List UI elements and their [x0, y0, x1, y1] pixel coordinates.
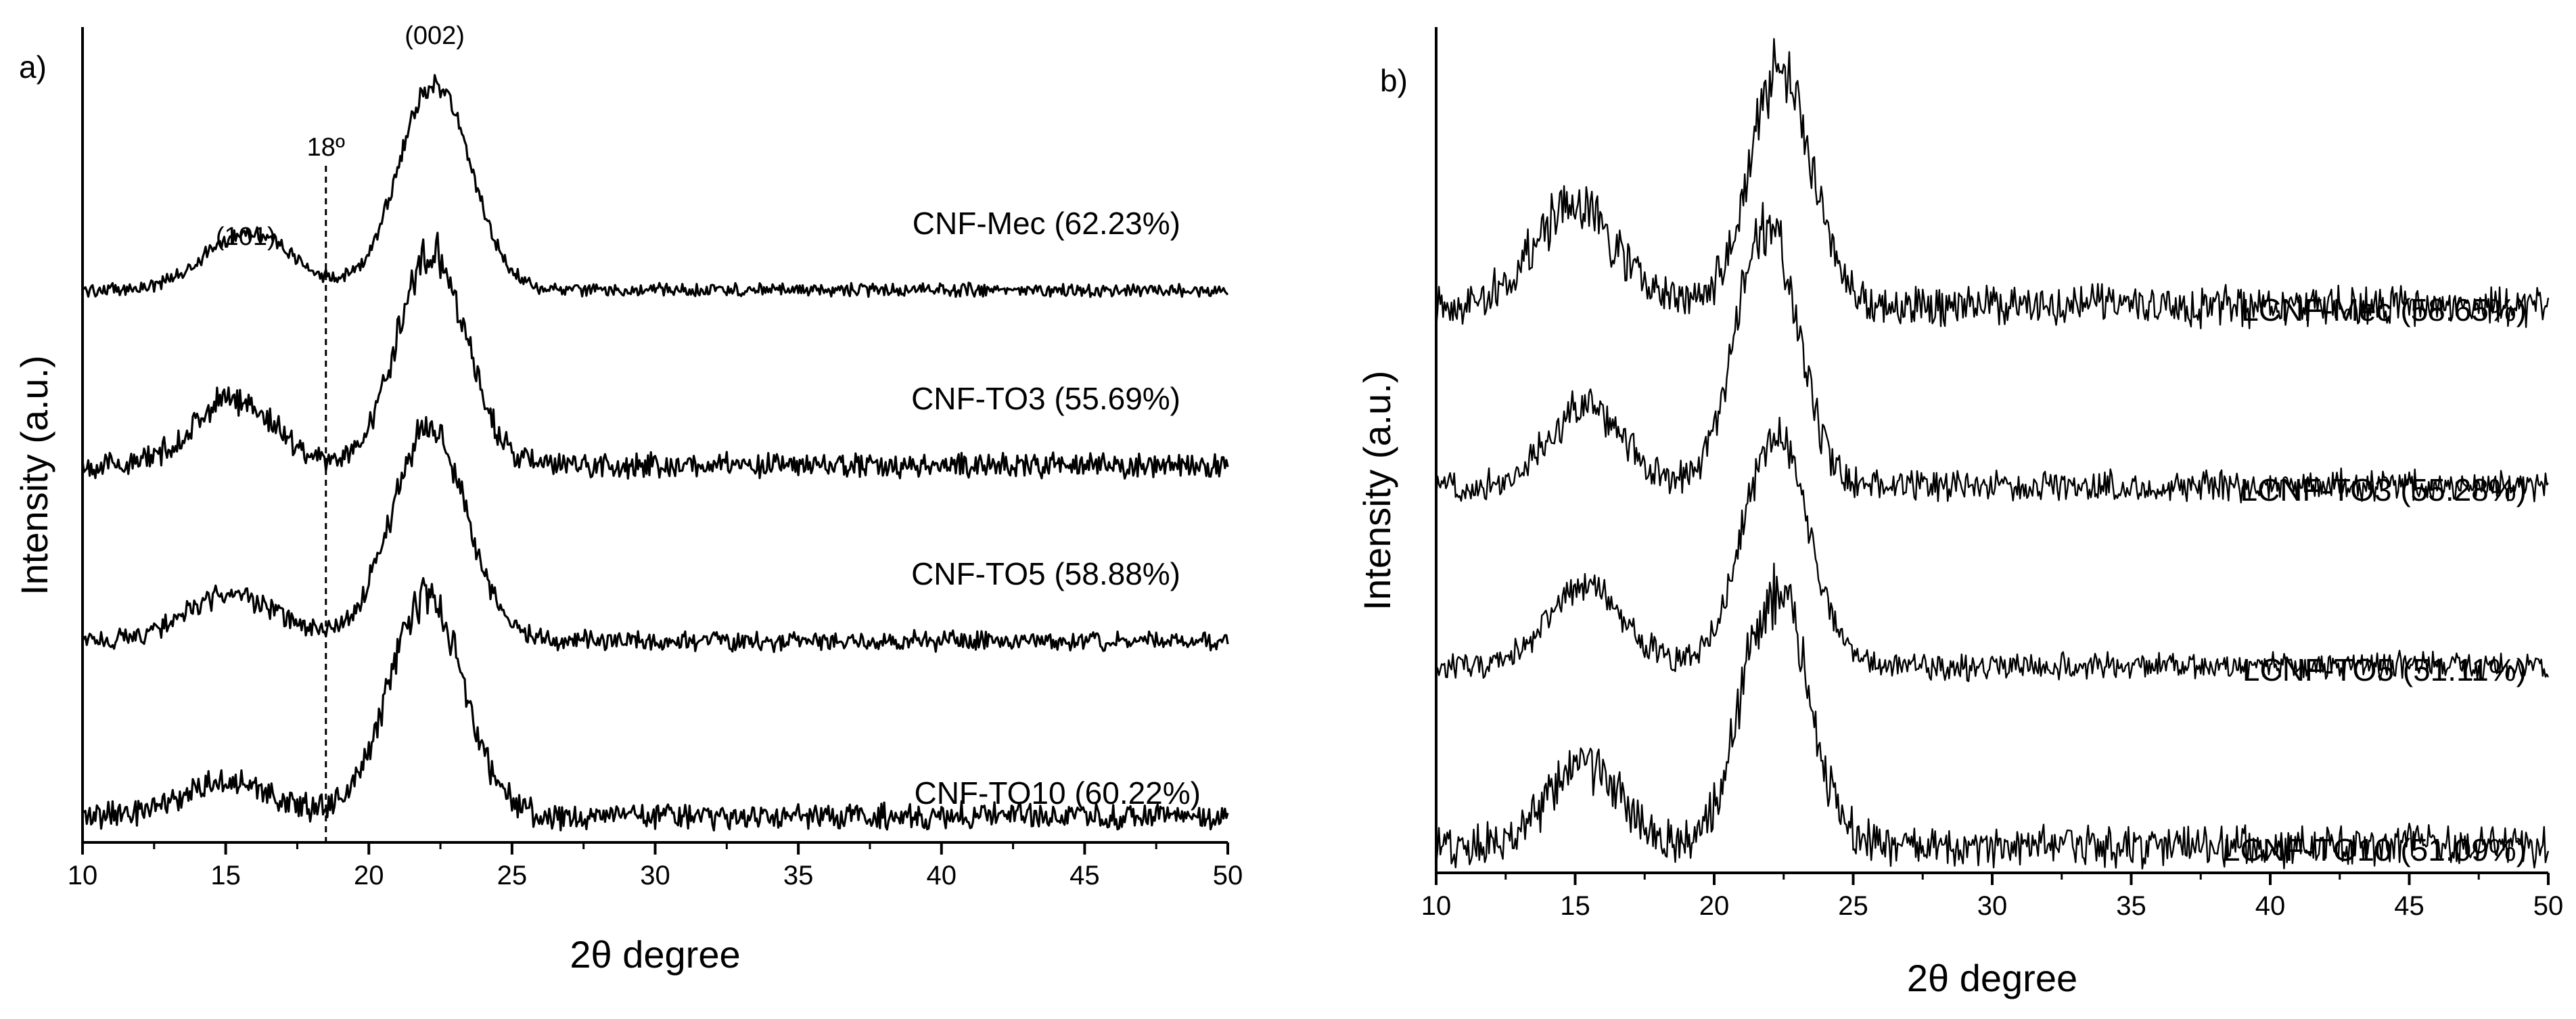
series-line-1 — [82, 74, 1229, 298]
series-line-3 — [81, 415, 1229, 654]
x-tick-label: 35 — [783, 861, 814, 890]
series-line-2 — [1435, 202, 2549, 503]
series-label: LCNF-TO5 (51.11%) — [2242, 652, 2527, 687]
x-tick-label: 10 — [1421, 891, 1452, 921]
panel-b-chart: 10 15 20 25 30 35 40 45 50 2θ degree Intensity (a.… — [1356, 27, 2563, 999]
series-label: CNF-TO5 (58.88%) — [911, 556, 1180, 591]
x-axis-title: 2θ degree — [570, 933, 740, 976]
panel-label: b) — [1380, 63, 1408, 98]
panel-label: a) — [19, 49, 47, 85]
x-tick-label: 35 — [2116, 891, 2146, 921]
x-tick-label: 15 — [210, 861, 241, 890]
panel-a-chart: 10 15 20 25 30 35 40 45 50 2θ degree Intensity (a.… — [13, 22, 1243, 976]
x-tick-label: 25 — [1838, 891, 1868, 921]
peak-label: (002) — [405, 22, 465, 50]
x-tick-label: 15 — [1560, 891, 1590, 921]
x-tick-label: 50 — [1213, 861, 1243, 890]
series-line-2 — [81, 231, 1229, 480]
x-tick-label: 40 — [927, 861, 957, 890]
series-label: LCNF-TO3 (55.28%) — [2240, 472, 2527, 507]
x-tick-label: 20 — [1699, 891, 1730, 921]
x-tick-label: 45 — [2394, 891, 2424, 921]
series-label: LCNF-TO10 (51.09%) — [2223, 832, 2527, 867]
y-axis-title: Intensity (a.u.) — [1356, 371, 1398, 611]
reference-line-label: 18º — [307, 133, 345, 162]
x-tick-label: 40 — [2255, 891, 2286, 921]
series-label: LCNF-Mec (58.65%) — [2241, 292, 2527, 327]
series-label: CNF-TO3 (55.69%) — [911, 381, 1180, 416]
x-tick-label: 10 — [68, 861, 98, 890]
series-line-4 — [81, 576, 1229, 832]
series-label: CNF-TO10 (60.22%) — [914, 775, 1201, 811]
series-line-4 — [1435, 562, 2550, 870]
peak-label: (101) — [216, 223, 276, 251]
series-label: CNF-Mec (62.23%) — [913, 206, 1180, 241]
y-axis-title: Intensity (a.u.) — [13, 355, 55, 595]
x-tick-label: 20 — [354, 861, 384, 890]
x-tick-label: 25 — [497, 861, 528, 890]
series-line-1 — [1435, 38, 2550, 330]
series-line-3 — [1435, 416, 2550, 682]
x-tick-label: 30 — [1977, 891, 2008, 921]
x-tick-label: 30 — [640, 861, 670, 890]
x-tick-label: 50 — [2533, 891, 2564, 921]
x-tick-label: 45 — [1070, 861, 1100, 890]
x-axis-title: 2θ degree — [1907, 957, 2077, 999]
